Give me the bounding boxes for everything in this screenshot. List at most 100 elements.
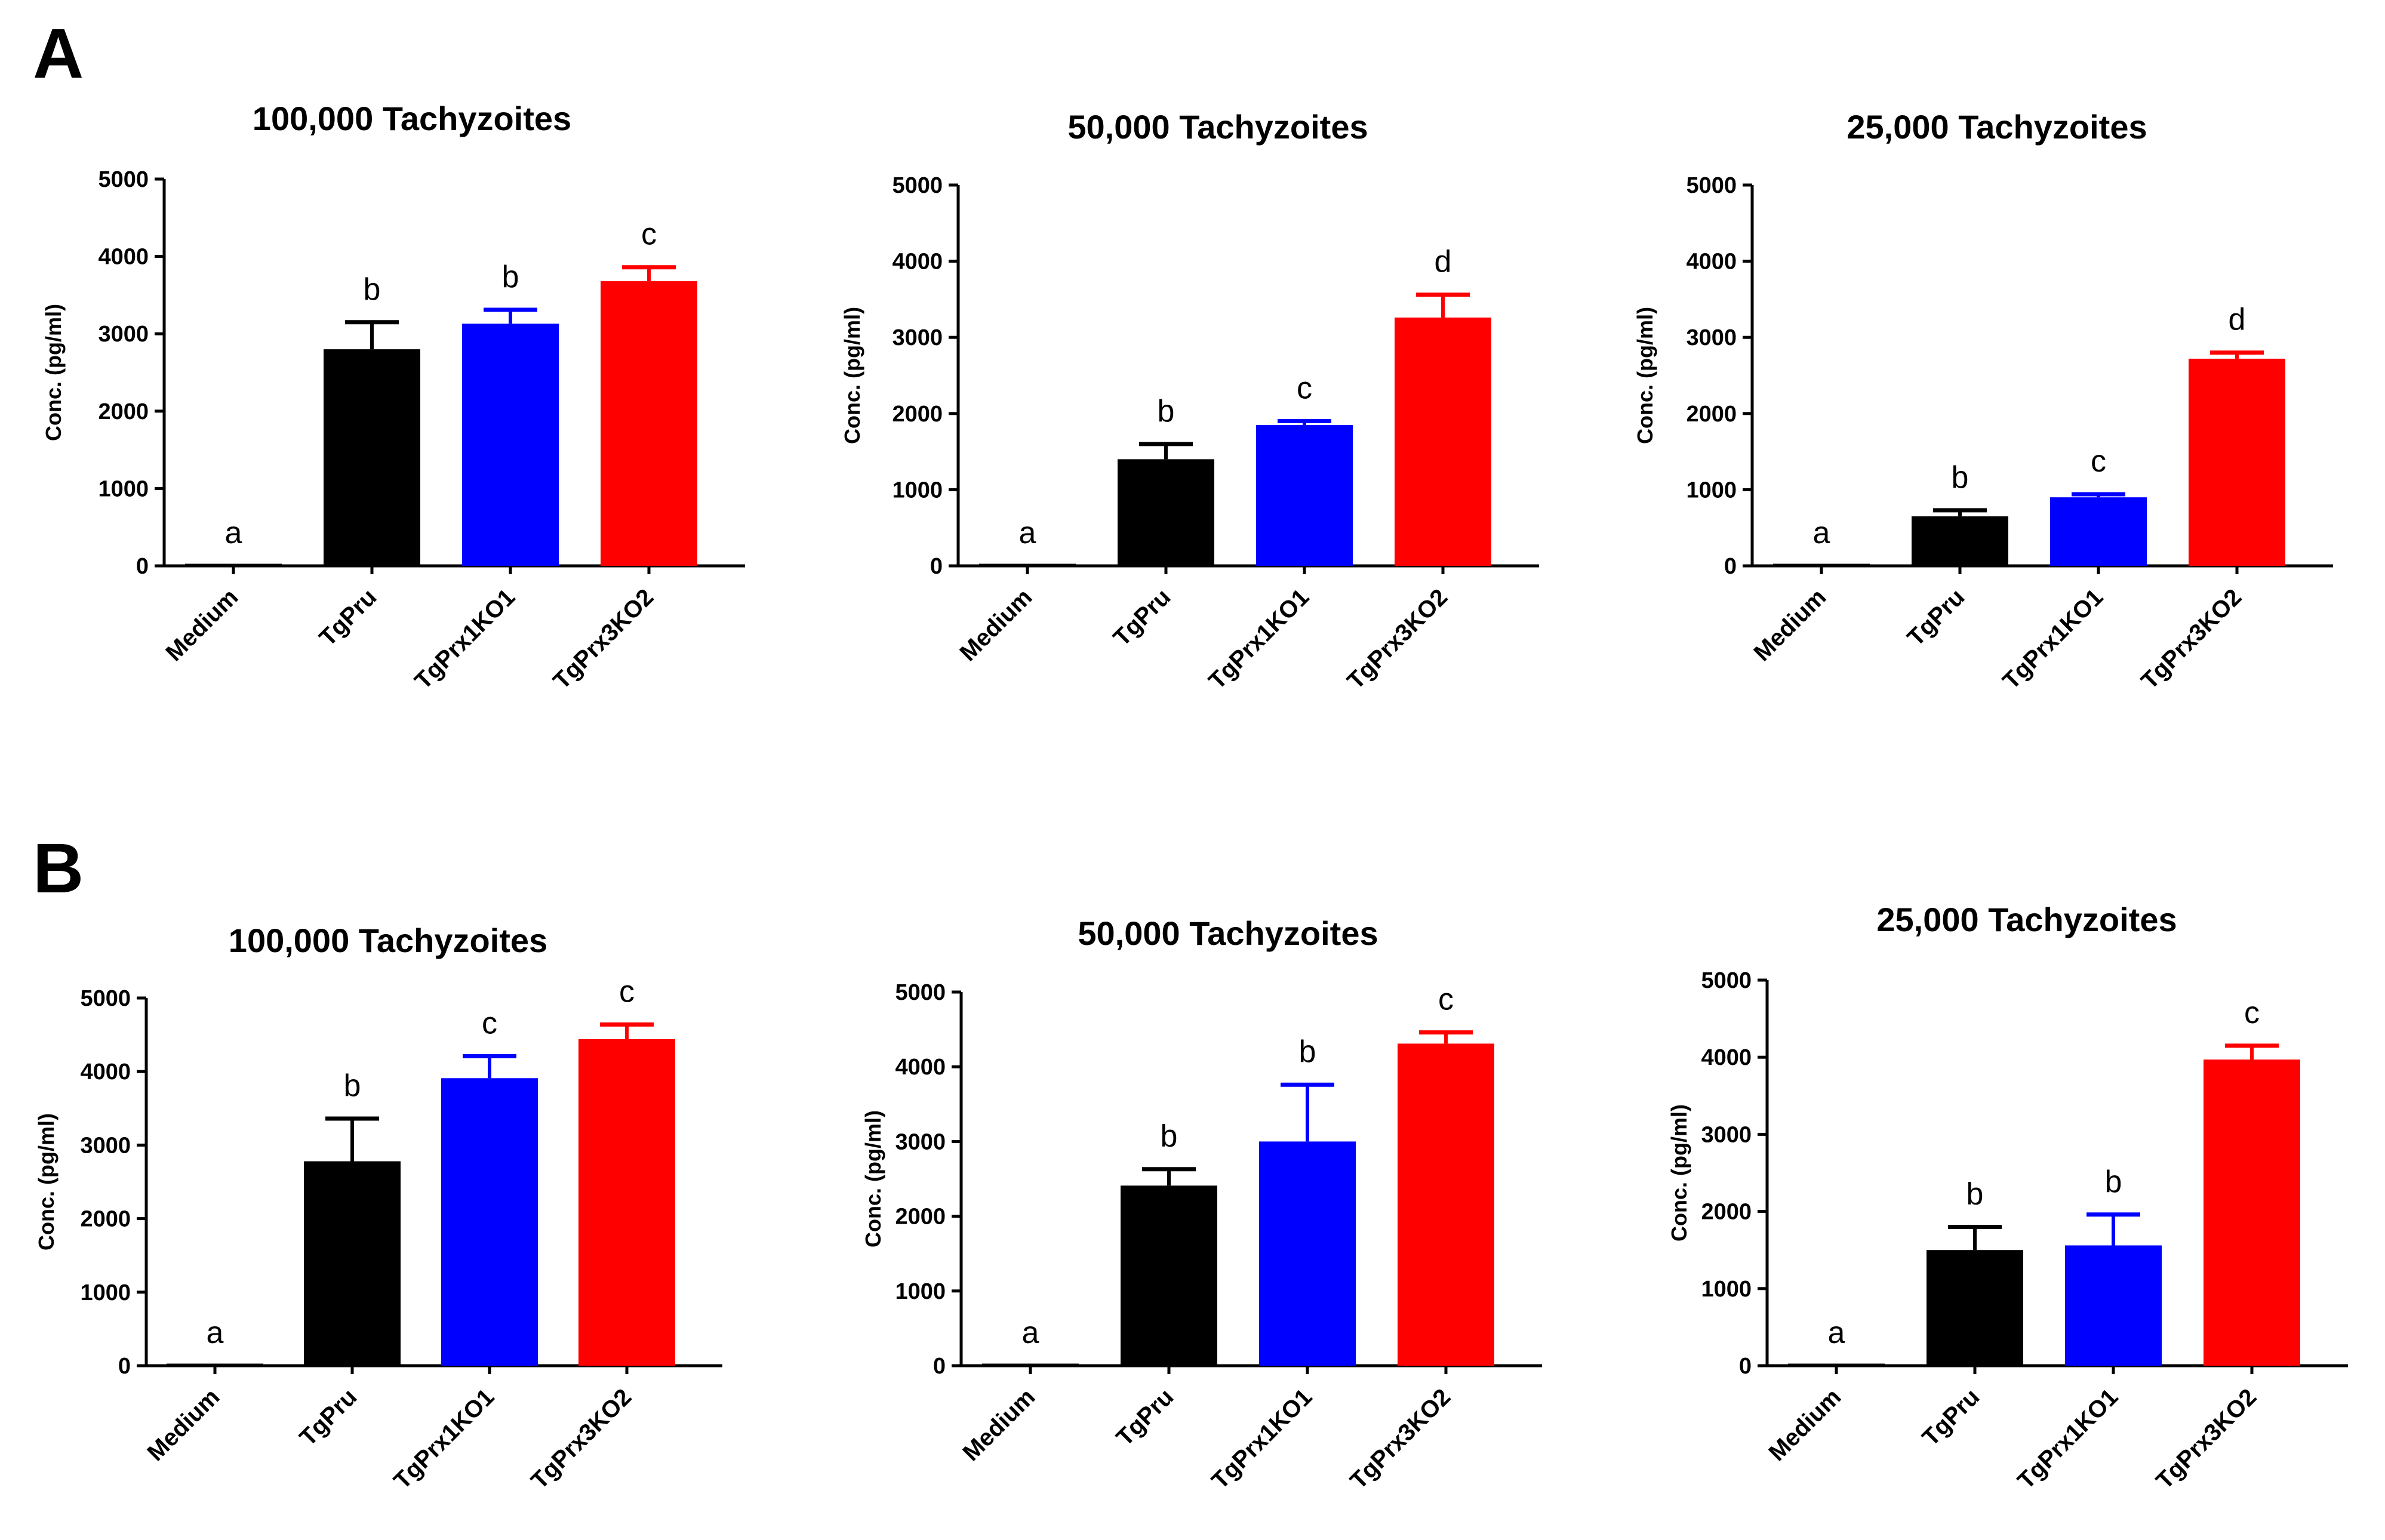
x-tick-label: TgPrx1KO1 bbox=[2012, 1384, 2123, 1494]
x-tick-label: TgPrx1KO1 bbox=[410, 584, 520, 694]
bar bbox=[304, 1161, 401, 1366]
significance-label: b bbox=[1952, 460, 1969, 495]
significance-label: c bbox=[482, 1006, 497, 1040]
y-tick-label: 5000 bbox=[1701, 968, 1752, 993]
y-axis-label: Conc. (pg/ml) bbox=[1667, 1104, 1691, 1242]
y-axis-label: Conc. (pg/ml) bbox=[34, 1113, 59, 1251]
bar bbox=[1118, 459, 1214, 566]
significance-label: a bbox=[1828, 1316, 1845, 1350]
chart-title: 50,000 Tachyzoites bbox=[1078, 914, 1378, 952]
significance-label: a bbox=[207, 1316, 224, 1350]
chart-1: 100,000 Tachyzoites Conc. (pg/ml) 0 1000 200… bbox=[41, 100, 745, 694]
significance-label: c bbox=[2244, 996, 2260, 1030]
x-tick-label: Medium bbox=[142, 1384, 224, 1466]
x-tick-label: Medium bbox=[955, 584, 1037, 666]
y-tick-label: 5000 bbox=[80, 986, 131, 1011]
bar bbox=[462, 324, 559, 566]
chart-title: 25,000 Tachyzoites bbox=[1847, 108, 2147, 146]
bar bbox=[1121, 1185, 1217, 1366]
bar bbox=[324, 349, 420, 566]
x-tick-label: TgPrx1KO1 bbox=[1204, 584, 1314, 694]
x-tick-label: Medium bbox=[958, 1384, 1040, 1466]
chart-2: 50,000 Tachyzoites Conc. (pg/ml) 0 1000 2000… bbox=[840, 108, 1539, 694]
x-tick-label: TgPru bbox=[1918, 1384, 1985, 1451]
y-tick-label: 0 bbox=[118, 1354, 131, 1379]
bar bbox=[1256, 424, 1353, 566]
y-axis-label: Conc. (pg/ml) bbox=[1633, 307, 1657, 444]
significance-label: b bbox=[364, 272, 381, 307]
x-tick-label: TgPru bbox=[1903, 584, 1970, 651]
x-tick-label: TgPrx3KO2 bbox=[1342, 584, 1452, 694]
y-tick-label: 1000 bbox=[80, 1280, 131, 1305]
y-tick-label: 0 bbox=[136, 554, 149, 579]
significance-label: b bbox=[1967, 1176, 1984, 1211]
y-tick-label: 2000 bbox=[895, 1205, 946, 1230]
y-tick-label: 0 bbox=[930, 554, 943, 579]
significance-label: c bbox=[619, 974, 635, 1009]
x-tick-label: TgPrx3KO2 bbox=[548, 584, 658, 694]
y-tick-label: 5000 bbox=[1686, 173, 1737, 198]
significance-label: a bbox=[1813, 516, 1830, 550]
significance-label: b bbox=[1158, 394, 1175, 429]
y-tick-label: 4000 bbox=[1686, 250, 1737, 275]
bar bbox=[2204, 1059, 2300, 1366]
significance-label: b bbox=[1161, 1119, 1178, 1154]
y-tick-label: 3000 bbox=[98, 322, 149, 347]
chart-4: 100,000 Tachyzoites Conc. (pg/ml) 0 1000 200… bbox=[34, 922, 722, 1494]
x-tick-label: TgPrx3KO2 bbox=[1345, 1384, 1455, 1494]
significance-label: b bbox=[1299, 1034, 1316, 1069]
y-tick-label: 2000 bbox=[1686, 402, 1737, 427]
significance-label: a bbox=[225, 516, 242, 550]
y-tick-label: 2000 bbox=[892, 402, 943, 427]
y-axis-label: Conc. (pg/ml) bbox=[861, 1110, 885, 1248]
chart-title: 100,000 Tachyzoites bbox=[229, 922, 547, 959]
x-tick-label: TgPrx3KO2 bbox=[2136, 584, 2246, 694]
significance-label: c bbox=[641, 217, 657, 252]
panel-label-b: B bbox=[33, 829, 84, 908]
bar bbox=[441, 1078, 538, 1366]
significance-label: b bbox=[2105, 1165, 2122, 1199]
y-tick-label: 1000 bbox=[1701, 1277, 1752, 1302]
x-tick-label: TgPru bbox=[1109, 584, 1176, 651]
x-tick-label: TgPru bbox=[315, 584, 382, 651]
significance-label: c bbox=[1438, 982, 1454, 1017]
bar bbox=[1927, 1250, 2023, 1366]
significance-label: a bbox=[1022, 1316, 1039, 1350]
y-tick-label: 4000 bbox=[895, 1055, 946, 1080]
y-tick-label: 1000 bbox=[98, 476, 149, 501]
y-tick-label: 4000 bbox=[80, 1059, 131, 1085]
y-tick-label: 1000 bbox=[1686, 478, 1737, 503]
chart-3: 25,000 Tachyzoites Conc. (pg/ml) 0 1000 2000… bbox=[1633, 108, 2333, 694]
bar bbox=[2189, 358, 2285, 566]
significance-label: b bbox=[344, 1068, 361, 1103]
x-tick-label: TgPrx3KO2 bbox=[2151, 1384, 2261, 1494]
bar bbox=[1398, 1043, 1494, 1366]
y-tick-label: 2000 bbox=[80, 1207, 131, 1232]
y-tick-label: 2000 bbox=[1701, 1200, 1752, 1225]
chart-title: 100,000 Tachyzoites bbox=[253, 100, 571, 137]
y-tick-label: 3000 bbox=[892, 325, 943, 350]
bar bbox=[1912, 516, 2008, 566]
y-tick-label: 5000 bbox=[895, 980, 946, 1005]
panel-label-a: A bbox=[33, 14, 84, 93]
x-tick-label: Medium bbox=[1749, 584, 1831, 666]
significance-label: c bbox=[2091, 444, 2106, 479]
x-tick-label: TgPrx1KO1 bbox=[1207, 1384, 1317, 1494]
significance-label: c bbox=[1297, 371, 1312, 406]
y-tick-label: 4000 bbox=[1701, 1045, 1752, 1070]
y-tick-label: 4000 bbox=[98, 245, 149, 270]
y-tick-label: 0 bbox=[933, 1354, 946, 1379]
x-tick-label: TgPrx1KO1 bbox=[389, 1384, 499, 1494]
y-tick-label: 3000 bbox=[1686, 325, 1737, 350]
bar bbox=[1259, 1141, 1356, 1366]
y-tick-label: 4000 bbox=[892, 250, 943, 275]
x-tick-label: TgPru bbox=[1112, 1384, 1179, 1451]
x-tick-label: Medium bbox=[1764, 1384, 1846, 1466]
x-tick-label: TgPrx1KO1 bbox=[1998, 584, 2108, 694]
y-tick-label: 5000 bbox=[98, 167, 149, 192]
charts-container: 100,000 Tachyzoites Conc. (pg/ml) 0 1000 200… bbox=[34, 100, 2348, 1494]
y-tick-label: 5000 bbox=[892, 173, 943, 198]
y-axis-label: Conc. (pg/ml) bbox=[41, 304, 66, 441]
x-tick-label: TgPrx3KO2 bbox=[526, 1384, 636, 1494]
significance-label: b bbox=[502, 260, 519, 294]
